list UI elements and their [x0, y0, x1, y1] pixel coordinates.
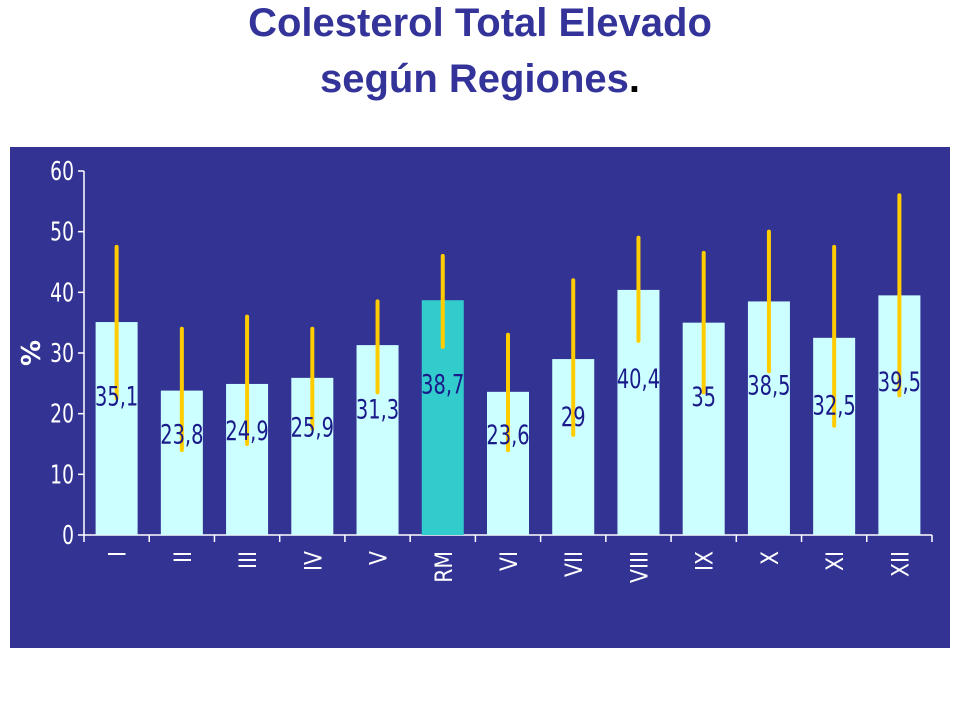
chart-title-period: . — [628, 57, 641, 101]
data-label: 38,7 — [421, 368, 464, 400]
data-label: 35 — [691, 381, 716, 413]
x-tick-label: III — [235, 551, 263, 569]
y-tick-label: 40 — [50, 278, 74, 308]
data-label: 39,5 — [878, 366, 921, 398]
y-tick-label: 60 — [50, 157, 74, 187]
x-tick-label: VI — [495, 551, 523, 571]
data-label: 32,5 — [813, 389, 856, 421]
data-label: 23,8 — [160, 418, 203, 450]
x-tick-label: IV — [300, 550, 328, 571]
chart-title-line-2-text: según Regiones — [319, 57, 629, 101]
x-tick-label: II — [169, 551, 197, 563]
data-label: 31,3 — [356, 393, 399, 425]
data-label: 24,9 — [225, 415, 268, 447]
x-tick-label: IX — [691, 551, 719, 571]
x-tick-label: XII — [887, 551, 915, 577]
chart-title-line-1: Colesterol Total Elevado — [248, 1, 712, 45]
data-label: 23,6 — [486, 419, 529, 451]
y-tick-label: 10 — [50, 460, 74, 490]
y-tick-label: 50 — [50, 218, 74, 248]
y-tick-label: 20 — [50, 400, 74, 430]
y-tick-label: 0 — [62, 521, 74, 551]
data-label: 35,1 — [95, 381, 138, 413]
x-tick-label: X — [756, 551, 784, 565]
chart-panel: 0 10 20 30 40 50 60% 35,1 I 23,8 II 24,9 III 25,9 IV 31… — [10, 147, 950, 648]
data-label: 38,5 — [747, 369, 790, 401]
x-tick-label: VII — [561, 551, 589, 577]
x-tick-label: VIII — [626, 551, 654, 583]
bar-chart: 0 10 20 30 40 50 60% 35,1 I 23,8 II 24,9 III 25,9 IV 31… — [10, 147, 950, 648]
chart-background — [10, 147, 950, 648]
x-tick-label: RM — [430, 551, 458, 583]
x-tick-label: XI — [822, 551, 850, 571]
y-tick-label: 30 — [50, 339, 74, 369]
data-label: 40,4 — [617, 363, 660, 395]
chart-title-line-2: según Regiones. — [0, 56, 960, 102]
x-tick-label: V — [365, 550, 393, 565]
x-tick-label: I — [104, 551, 132, 557]
data-label: 29 — [561, 401, 586, 433]
data-label: 25,9 — [291, 411, 334, 443]
y-axis-label: % — [17, 340, 47, 366]
